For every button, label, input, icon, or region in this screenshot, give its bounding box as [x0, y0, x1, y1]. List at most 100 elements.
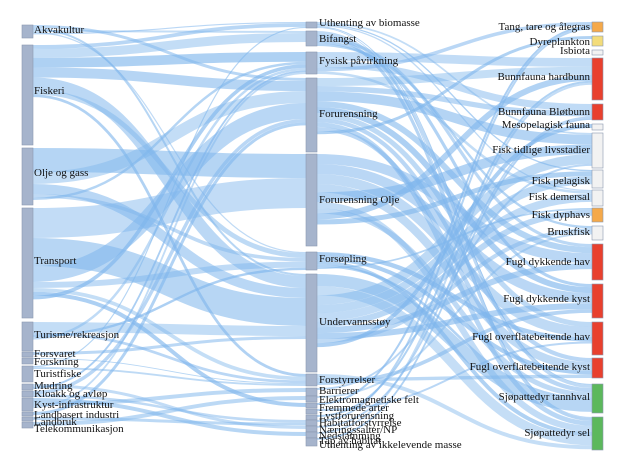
receptor-node [591, 189, 604, 207]
source-pressure-link [32, 288, 307, 381]
source-node [21, 44, 34, 146]
pressure-receptor-link [316, 263, 593, 334]
source-pressure-link [32, 417, 307, 426]
receptor-node [591, 123, 604, 131]
source-pressure-link [32, 67, 307, 340]
pressure-node [305, 408, 318, 415]
pressure-label: Forurensning Olje [319, 194, 399, 206]
pressure-node [305, 373, 318, 387]
source-pressure-link [32, 336, 307, 355]
pressure-node [305, 437, 318, 447]
source-node [21, 321, 34, 352]
pressure-node [305, 414, 318, 421]
receptor-node [591, 321, 604, 356]
receptor-node [591, 383, 604, 414]
pressure-receptor-link [316, 309, 593, 385]
source-pressure-link [32, 358, 307, 385]
pressure-label: Forsøpling [319, 253, 367, 265]
pressure-receptor-link [316, 52, 593, 67]
pressure-receptor-link [316, 116, 593, 428]
source-pressure-link [32, 322, 307, 336]
receptor-label: Fisk pelagisk [532, 175, 591, 187]
source-pressure-link [32, 394, 307, 423]
source-node [21, 411, 34, 417]
pressure-receptor-link [316, 36, 593, 135]
source-label: Landbasert industri [34, 409, 119, 421]
source-pressure-link [32, 91, 307, 184]
pressure-label: Habitatforstyrrelse [319, 417, 402, 429]
source-node [21, 357, 34, 365]
receptor-label: Tang, tare og ålegras [499, 21, 590, 33]
source-node [21, 397, 34, 412]
source-pressure-link [32, 261, 307, 288]
pressure-label: Næringssalter/NP [319, 424, 397, 436]
receptor-node [591, 35, 604, 47]
pressure-label: Lystforurensning [319, 410, 395, 422]
pressure-node [305, 77, 318, 153]
source-node [21, 416, 34, 422]
pressure-receptor-link [316, 193, 593, 322]
source-pressure-link [32, 267, 307, 338]
pressure-receptor-link [316, 24, 593, 192]
source-pressure-link [32, 122, 307, 415]
receptor-node [591, 132, 604, 169]
source-pressure-link [32, 103, 307, 282]
source-pressure-link [32, 148, 307, 178]
source-label: Turistfiske [34, 368, 81, 380]
receptor-node [591, 357, 604, 379]
receptor-node [591, 49, 604, 56]
pressure-label: Barrierer [319, 385, 359, 397]
pressure-receptor-link [316, 22, 593, 72]
source-pressure-link [32, 61, 307, 201]
pressure-receptor-link [316, 154, 593, 306]
pressure-receptor-link [316, 174, 593, 337]
pressure-label: Uthenting av biomasse [319, 17, 420, 29]
pressure-label: Forstyrrelser [319, 374, 376, 386]
source-pressure-link [32, 367, 307, 387]
receptor-label: Fugl dykkende kyst [503, 293, 590, 305]
links-layer [32, 21, 593, 450]
source-label: Transport [34, 255, 76, 267]
pressure-node [305, 395, 318, 403]
pressure-receptor-link [316, 22, 593, 135]
pressure-label: Undervannsstøy [319, 316, 391, 328]
source-node [21, 207, 34, 319]
receptor-node [591, 57, 604, 101]
pressure-node [305, 425, 318, 433]
pressure-label: Elektromagnetiske felt [319, 394, 419, 406]
pressure-receptor-link [316, 124, 593, 348]
pressure-node [305, 153, 318, 247]
source-pressure-link [32, 396, 307, 426]
pressure-receptor-link [316, 25, 593, 405]
pressure-label: Fremmede arter [319, 402, 389, 414]
receptor-node [591, 103, 604, 121]
source-node [21, 383, 34, 391]
pressure-receptor-link [316, 74, 593, 220]
pressure-label: Tap av habitat [319, 435, 381, 447]
source-pressure-link [32, 33, 307, 58]
receptor-node [591, 225, 604, 241]
pressure-node [305, 273, 318, 373]
source-node [21, 24, 34, 39]
source-pressure-link [32, 118, 307, 395]
receptor-node [591, 21, 604, 33]
source-label: Kloakk og avløp [34, 388, 108, 400]
pressure-label: Uthenting av ikkelevende masse [319, 439, 462, 451]
receptor-node [591, 416, 604, 451]
receptor-label: Sjøpattedyr tannhval [499, 391, 590, 403]
source-node [21, 365, 34, 383]
source-label: Mudring [34, 380, 73, 392]
source-pressure-link [32, 238, 307, 326]
pressure-receptor-link [316, 27, 593, 422]
receptor-node [591, 169, 604, 189]
source-label: Akvakultur [34, 24, 84, 36]
source-pressure-link [32, 184, 307, 298]
receptor-node [591, 243, 604, 281]
receptor-node [591, 207, 604, 223]
source-pressure-link [32, 30, 307, 33]
pressure-receptor-link [316, 176, 593, 314]
pressure-receptor-link [316, 66, 593, 86]
pressure-node [305, 251, 318, 271]
pressure-node [305, 21, 318, 29]
pressure-node [305, 51, 318, 75]
